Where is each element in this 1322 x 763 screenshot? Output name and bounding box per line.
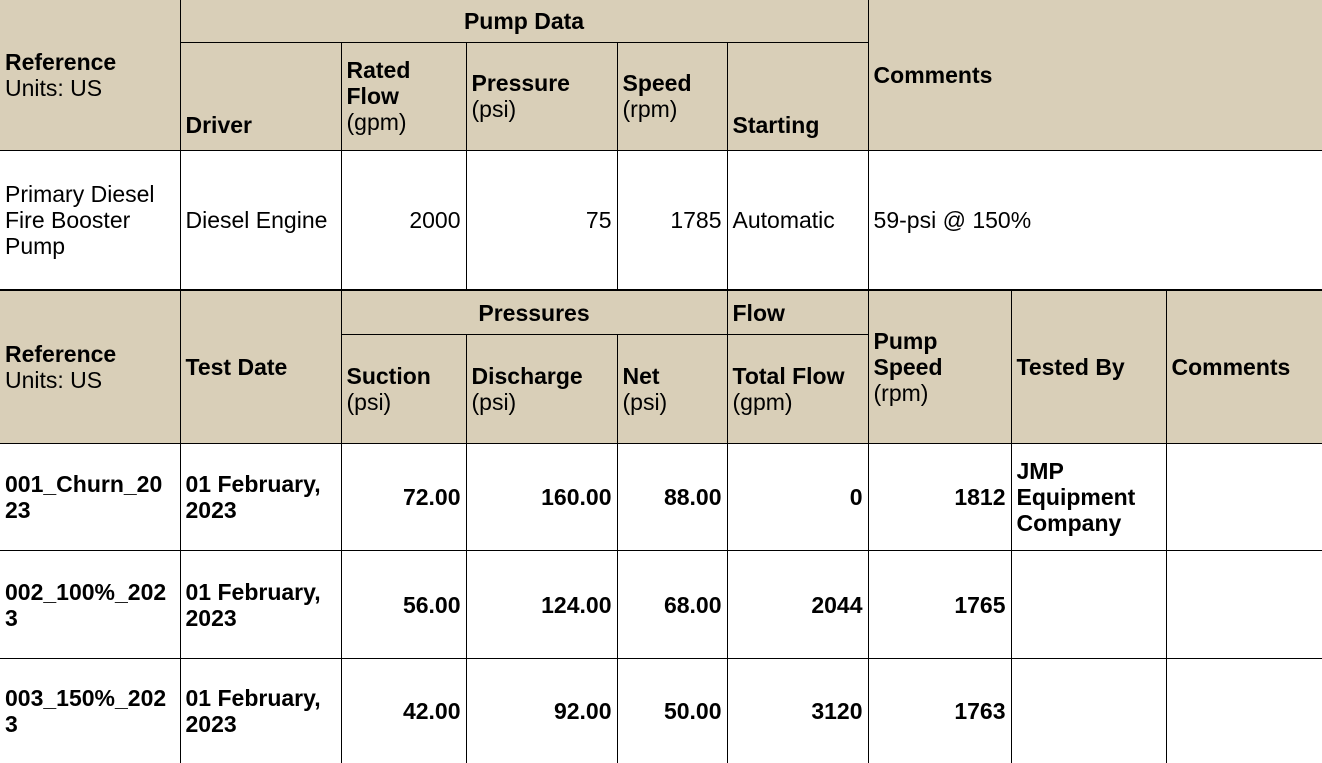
test-results-table: Reference Units: US Test Date Pressures … xyxy=(0,290,1322,763)
test-reference-cell: 002_100%_2023 xyxy=(0,550,181,659)
suction-header: Suction xyxy=(346,363,431,389)
test-date-cell: 01 February, 2023 xyxy=(179,443,342,551)
test-date-cell: 01 February, 2023 xyxy=(179,658,342,763)
table-row: 003_150%_2023 01 February, 2023 42.00 92… xyxy=(0,658,1322,763)
reference-header-cell: Reference Units: US xyxy=(0,0,181,151)
suction-cell: 42.00 xyxy=(340,658,467,763)
net-header: Net xyxy=(622,363,660,389)
test-date-cell: 01 February, 2023 xyxy=(179,550,342,659)
tested-by-cell xyxy=(1010,658,1167,763)
pump-rated-flow-cell: 2000 xyxy=(340,149,467,290)
net-cell: 88.00 xyxy=(616,443,728,551)
total-flow-unit: (gpm) xyxy=(732,389,793,415)
pressures-header: Pressures xyxy=(340,290,728,335)
test-reference-cell: 001_Churn_2023 xyxy=(0,443,181,551)
pressure-header: Pressure xyxy=(471,70,570,96)
pump-speed-cell: 1765 xyxy=(867,550,1012,659)
total-flow-cell: 0 xyxy=(726,443,869,551)
tested-by-cell xyxy=(1010,550,1167,659)
test-comments-cell xyxy=(1165,658,1322,763)
suction-cell: 56.00 xyxy=(340,550,467,659)
pump-speed-header: Pump Speed xyxy=(873,328,943,380)
pressure-unit: (psi) xyxy=(471,96,517,122)
total-flow-header: Total Flow xyxy=(732,363,845,389)
rated-flow-unit: (gpm) xyxy=(346,109,407,135)
table-row: Primary Diesel Fire Booster Pump Diesel … xyxy=(0,149,1322,290)
pump-speed-unit: (rpm) xyxy=(873,380,929,406)
tested-by-cell: JMP Equipment Company xyxy=(1010,443,1167,551)
test-reference-label: Reference xyxy=(5,341,117,367)
discharge-header: Discharge xyxy=(471,363,583,389)
rated-flow-header-cell: Rated Flow (gpm) xyxy=(340,41,467,151)
driver-header: Driver xyxy=(179,41,342,151)
test-date-header: Test Date xyxy=(179,290,342,444)
net-header-cell: Net (psi) xyxy=(616,334,728,444)
total-flow-cell: 3120 xyxy=(726,658,869,763)
pump-speed-cell: 1812 xyxy=(867,443,1012,551)
units-label: Units: US xyxy=(5,74,103,101)
pump-speed-cell: 1785 xyxy=(616,149,728,290)
discharge-unit: (psi) xyxy=(471,389,517,415)
pump-reference-cell: Primary Diesel Fire Booster Pump xyxy=(0,149,181,290)
reference-label: Reference xyxy=(5,48,117,75)
suction-header-cell: Suction (psi) xyxy=(340,334,467,444)
pump-starting-cell: Automatic xyxy=(726,149,869,290)
net-cell: 68.00 xyxy=(616,550,728,659)
speed-header: Speed xyxy=(622,70,692,96)
net-unit: (psi) xyxy=(622,389,668,415)
table-row: 002_100%_2023 01 February, 2023 56.00 12… xyxy=(0,550,1322,659)
pump-data-table: Reference Units: US Pump Data Comments D… xyxy=(0,0,1322,290)
pump-pressure-cell: 75 xyxy=(465,149,618,290)
table-row: 001_Churn_2023 01 February, 2023 72.00 1… xyxy=(0,443,1322,551)
discharge-cell: 160.00 xyxy=(465,443,618,551)
test-comments-header: Comments xyxy=(1165,290,1322,444)
suction-unit: (psi) xyxy=(346,389,392,415)
pump-data-header: Pump Data xyxy=(179,0,869,43)
pump-speed-header-cell: Pump Speed (rpm) xyxy=(867,290,1012,444)
test-reference-header-cell: Reference Units: US xyxy=(0,290,181,444)
tested-by-header: Tested By xyxy=(1010,290,1167,444)
pump-driver-cell: Diesel Engine xyxy=(179,149,342,290)
total-flow-header-cell: Total Flow (gpm) xyxy=(726,334,869,444)
flow-header: Flow xyxy=(726,290,869,335)
pump-speed-cell: 1763 xyxy=(867,658,1012,763)
starting-header: Starting xyxy=(726,41,869,151)
speed-header-cell: Speed (rpm) xyxy=(616,41,728,151)
pump-comments-cell: 59-psi @ 150% xyxy=(867,149,1322,290)
net-cell: 50.00 xyxy=(616,658,728,763)
test-reference-cell: 003_150%_2023 xyxy=(0,658,181,763)
total-flow-cell: 2044 xyxy=(726,550,869,659)
discharge-cell: 124.00 xyxy=(465,550,618,659)
pressure-header-cell: Pressure (psi) xyxy=(465,41,618,151)
test-comments-cell xyxy=(1165,550,1322,659)
suction-cell: 72.00 xyxy=(340,443,467,551)
test-comments-cell xyxy=(1165,443,1322,551)
test-units-label: Units: US xyxy=(5,367,103,393)
speed-unit: (rpm) xyxy=(622,96,678,122)
rated-flow-header: Rated Flow xyxy=(346,57,411,109)
comments-header: Comments xyxy=(867,0,1322,151)
discharge-cell: 92.00 xyxy=(465,658,618,763)
discharge-header-cell: Discharge (psi) xyxy=(465,334,618,444)
